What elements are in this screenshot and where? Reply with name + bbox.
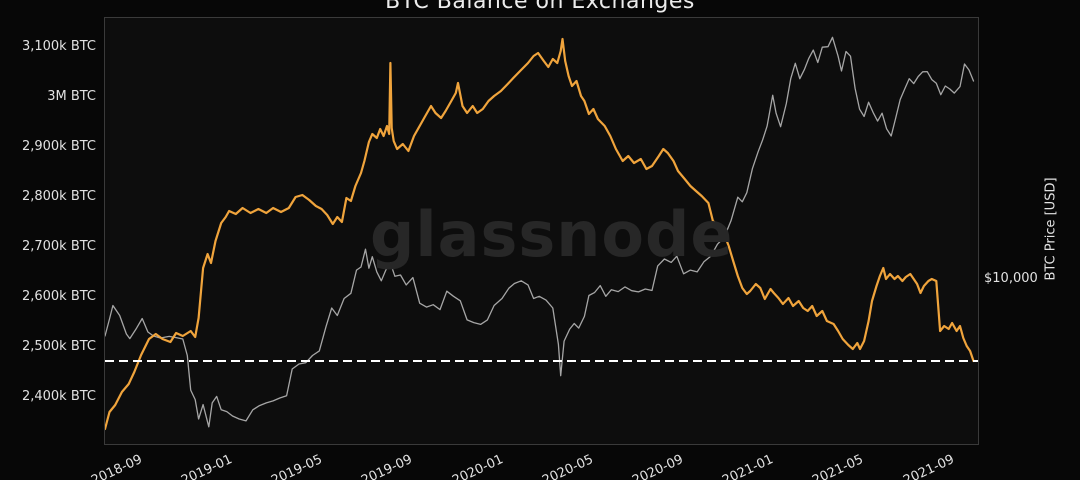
left-axis-tick-label: 2,400k BTC	[21, 389, 96, 404]
left-axis-tick-label: 2,500k BTC	[21, 339, 96, 354]
x-axis-tick-label: 2019-01	[178, 452, 235, 480]
price-series-line	[105, 36, 975, 428]
x-axis-tick-label: 2020-09	[630, 452, 686, 480]
balance-series-line	[105, 37, 975, 431]
chart-title: BTC Balance on Exchanges	[385, 0, 695, 14]
x-axis-tick-label: 2018-09	[88, 452, 145, 480]
x-axis-tick-label: 2019-09	[359, 452, 415, 480]
chart-canvas	[105, 36, 978, 431]
left-axis-tick-label: 2,700k BTC	[21, 239, 96, 254]
x-axis-tick-label: 2021-01	[720, 452, 776, 480]
right-axis-title: BTC Price [USD]	[1043, 177, 1059, 281]
x-axis-tick-label: 2021-05	[810, 452, 867, 480]
left-axis-tick-label: 2,800k BTC	[21, 189, 96, 204]
x-axis-tick-label: 2020-05	[539, 452, 596, 480]
x-axis-tick-label: 2021-09	[900, 452, 957, 480]
x-axis-tick-label: 2020-01	[449, 452, 506, 480]
left-axis-tick-label: 2,600k BTC	[21, 289, 96, 304]
x-axis-tick-label: 2019-05	[269, 452, 325, 480]
left-axis-tick-label: 3,100k BTC	[21, 39, 96, 54]
glassnode-watermark: glassnode	[370, 198, 734, 271]
left-axis-tick-label: 2,900k BTC	[21, 139, 96, 154]
price-tick-label: $10,000	[984, 270, 1038, 286]
left-axis-tick-label: 3M BTC	[47, 89, 96, 104]
plot-area[interactable]: glassnode	[104, 17, 979, 445]
